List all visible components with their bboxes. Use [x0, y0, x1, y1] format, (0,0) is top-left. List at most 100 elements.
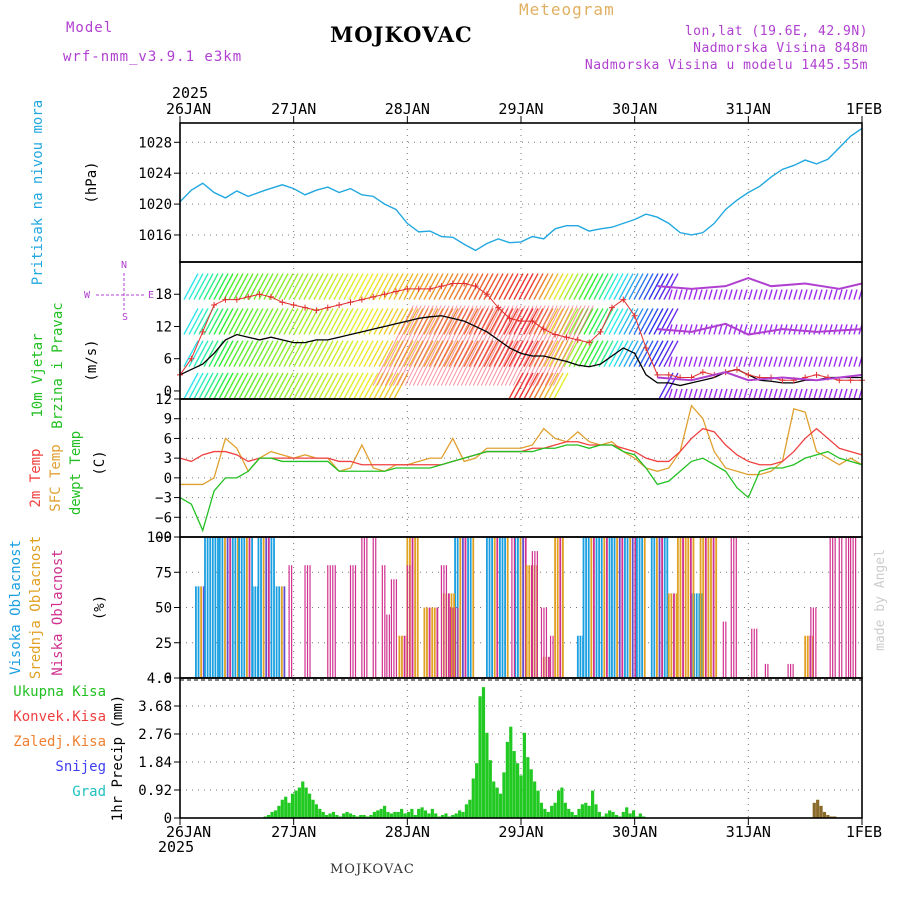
y-tick-label: 3.68: [138, 699, 172, 715]
wind-arrow: [378, 372, 394, 400]
wind-arrow: [703, 388, 708, 400]
wind-direction-line: [657, 371, 863, 382]
wind-arrow: [338, 340, 354, 368]
wind-arrow: [798, 289, 803, 300]
wind-arrow: [783, 289, 788, 300]
precip-bar: [563, 802, 567, 818]
wind-arrow: [203, 273, 219, 300]
wind-arrow: [693, 324, 698, 335]
wind-arrow: [803, 324, 808, 335]
wind-arrow: [808, 388, 813, 400]
precip-bar: [536, 790, 540, 818]
wind-arrow: [472, 305, 514, 386]
wind-arrow: [348, 372, 364, 400]
wind-arrow: [423, 340, 439, 368]
wind-arrow: [708, 324, 713, 335]
wind-arrow: [548, 273, 564, 300]
wind-arrow: [738, 324, 743, 335]
wind-arrow: [278, 273, 294, 300]
precip-bar: [318, 808, 322, 818]
wind-arrow: [678, 324, 683, 335]
wind-arrow: [233, 273, 249, 300]
y-tick-label: 4.6: [147, 671, 172, 687]
wind-arrow: [323, 372, 339, 400]
wind-arrow: [548, 372, 564, 400]
precip-bar: [342, 813, 346, 818]
precip-bar: [454, 813, 458, 818]
wind-arrow: [793, 388, 798, 400]
wind-arrow: [208, 308, 224, 335]
wind-arrow: [183, 308, 199, 335]
precip-bar: [314, 804, 318, 818]
wind-arrow: [383, 340, 399, 368]
wind-arrow: [243, 372, 259, 400]
wind-arrow: [543, 340, 559, 368]
precip-bar: [434, 813, 438, 818]
precip-bar: [560, 787, 564, 818]
dewpt-temp-label: dewpt Temp: [68, 431, 84, 515]
wind-arrow: [193, 340, 209, 368]
wind-arrow: [383, 273, 399, 300]
precip-bar: [481, 687, 486, 818]
wind-arrow: [338, 372, 354, 400]
wind-gust-marker: [461, 280, 468, 287]
wind-arrow: [358, 340, 374, 368]
wind-arrow: [563, 340, 579, 368]
wind-arrow: [248, 372, 264, 400]
wind-arrow: [623, 340, 639, 368]
wind-arrow: [223, 372, 239, 400]
wind-arrow: [483, 273, 499, 300]
wind-arrow: [228, 340, 244, 368]
wind-arrow: [444, 305, 486, 386]
wind-arrow: [718, 289, 723, 300]
wind-arrow: [593, 273, 609, 300]
wind-arrow: [548, 340, 564, 368]
wind-gust-marker: [256, 291, 263, 298]
y-tick-label: 0.92: [138, 783, 172, 799]
wind-arrow: [738, 356, 743, 367]
wind-arrow: [758, 356, 763, 367]
wind-arrow: [498, 273, 514, 300]
wind-arrow: [363, 372, 379, 400]
wind-arrow: [343, 308, 359, 335]
wind-arrow: [753, 388, 758, 400]
wind-arrow: [308, 273, 324, 300]
wind-arrow: [808, 289, 813, 300]
wind-arrow: [448, 308, 464, 335]
y-tick-label: 6: [164, 352, 172, 368]
y-tick-label: 1.84: [138, 755, 172, 771]
precip-bar: [427, 813, 431, 818]
low-cloud-label: Niska Oblacnost: [50, 549, 66, 675]
wind-arrow: [223, 308, 239, 335]
wind-arrow: [388, 308, 404, 335]
precip-bar: [533, 781, 537, 818]
wind-arrow: [323, 273, 339, 300]
wind-arrow: [273, 372, 289, 400]
wind-arrow: [308, 308, 324, 335]
wind-arrow: [516, 305, 558, 386]
wind-arrow: [468, 308, 484, 335]
wind-gust-marker: [529, 318, 536, 325]
wind-gust-marker: [552, 331, 559, 338]
bottom-date-label: 27JAN: [271, 823, 316, 841]
wind-arrow: [223, 273, 239, 300]
wind-arrow: [443, 340, 459, 368]
wind-arrow: [543, 372, 559, 400]
wind-arrow: [833, 388, 838, 400]
wind-arrow: [483, 308, 499, 335]
wind-gust-marker: [665, 371, 672, 378]
wind-arrow: [488, 308, 504, 335]
wind-arrow: [188, 340, 204, 368]
wind-arrow: [678, 356, 683, 367]
wind-arrow: [603, 340, 619, 368]
top-date-label: 26JAN: [166, 100, 211, 118]
wind-arrow: [838, 289, 843, 300]
wind-arrow: [392, 305, 434, 386]
precip-bar: [403, 813, 407, 818]
wind-arrow: [432, 305, 474, 386]
wind-arrow: [393, 308, 409, 335]
wind-arrow: [588, 273, 604, 300]
bottom-date-label: 26JAN: [166, 823, 211, 841]
wind-arrow: [504, 305, 546, 386]
precip-bar: [301, 781, 305, 818]
